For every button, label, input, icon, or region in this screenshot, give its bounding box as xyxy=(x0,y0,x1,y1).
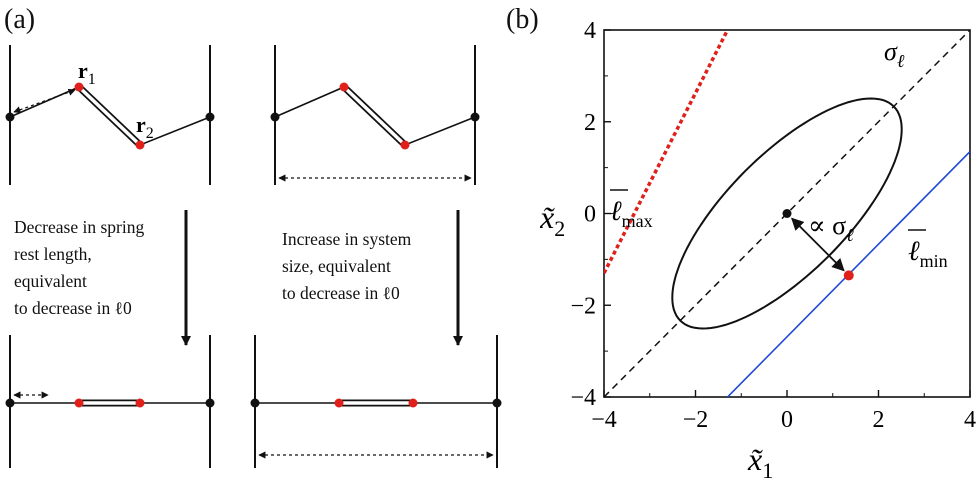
caption-left-line-3: equivalent xyxy=(14,271,87,291)
caption-left-line-2: rest length, xyxy=(14,244,92,264)
y-tick-label: 2 xyxy=(584,110,596,136)
x-tick-label: −2 xyxy=(683,407,709,433)
diagram-top-left: r1 r2 xyxy=(5,45,215,185)
caption-left-line-1: Decrease in spring xyxy=(14,217,145,237)
sigma-label: σℓ xyxy=(884,37,905,71)
x-tick-label: 0 xyxy=(781,407,793,433)
caption-right-line-1: Increase in system xyxy=(282,229,412,249)
node-red xyxy=(339,82,349,92)
panel-b: (b) −4 4 −2 2 0 0 2 −2 4 −4 σℓ ∝ σℓ ℓmax ℓmin x̃2… xyxy=(506,0,980,482)
y-tick-label: 0 xyxy=(584,202,596,228)
node-red xyxy=(408,398,418,408)
node-black xyxy=(205,112,215,122)
node-red xyxy=(74,398,84,408)
x-tick-label: 2 xyxy=(873,407,885,433)
caption-right: Increase in system size, equivalent to d… xyxy=(282,226,411,307)
spring-inner xyxy=(77,85,142,147)
axis-ticks: −4 4 −2 2 0 0 2 −2 4 −4 xyxy=(570,18,976,433)
y-tick-label: −2 xyxy=(570,293,596,319)
x-axis-label: x̃1 xyxy=(747,441,773,482)
node-red-r1 xyxy=(74,82,84,92)
x-tick-label: −4 xyxy=(591,407,617,433)
caption-left: Decrease in spring rest length, equivale… xyxy=(14,214,144,322)
panel-a: (a) r1 r2 xyxy=(4,4,502,468)
tangent-point xyxy=(843,270,854,281)
panel-a-diagrams: r1 r2 xyxy=(5,45,502,468)
node-black xyxy=(205,398,215,408)
y-axis-label: x̃2 xyxy=(540,199,565,241)
node-black xyxy=(470,112,480,122)
spring-inner xyxy=(342,85,407,147)
node-red xyxy=(135,398,145,408)
sigma-distance-arrow xyxy=(791,217,845,272)
diagram-bottom-right xyxy=(250,335,502,468)
x-tick-label: 4 xyxy=(964,407,976,433)
lmax-label: ℓmax xyxy=(610,196,653,231)
prop-sigma-label: ∝ σℓ xyxy=(808,211,854,245)
caption-right-line-3: to decrease in ℓ0 xyxy=(282,283,400,303)
node-black xyxy=(5,112,15,122)
node-black xyxy=(5,398,15,408)
diagram-bottom-left xyxy=(5,335,215,468)
label-r1: r1 xyxy=(78,58,96,88)
node-red-r2 xyxy=(135,140,145,150)
y-tick-label: 4 xyxy=(584,18,596,44)
y-tick-label: −4 xyxy=(570,385,596,411)
diagram-top-right xyxy=(270,45,480,185)
node-red xyxy=(334,398,344,408)
caption-left-line-4: to decrease in ℓ0 xyxy=(14,298,132,318)
lmin-label: ℓmin xyxy=(908,236,948,271)
node-black xyxy=(492,398,502,408)
lmax-line xyxy=(604,30,730,274)
label-r2: r2 xyxy=(136,112,154,142)
phase-plot: −4 4 −2 2 0 0 2 −2 4 −4 σℓ ∝ σℓ ℓmax ℓmin x̃2 x̃1 xyxy=(540,18,976,482)
sigma-ellipse xyxy=(671,97,903,330)
node-red xyxy=(400,140,410,150)
diagonal-dashed-line xyxy=(604,30,970,397)
node-black xyxy=(270,112,280,122)
panel-a-label: (a) xyxy=(4,4,36,35)
dashed-distance-arrow xyxy=(13,88,76,114)
caption-right-line-2: size, equivalent xyxy=(282,256,391,276)
center-point xyxy=(782,209,792,218)
panel-b-label: (b) xyxy=(506,4,539,35)
node-black xyxy=(250,398,260,408)
